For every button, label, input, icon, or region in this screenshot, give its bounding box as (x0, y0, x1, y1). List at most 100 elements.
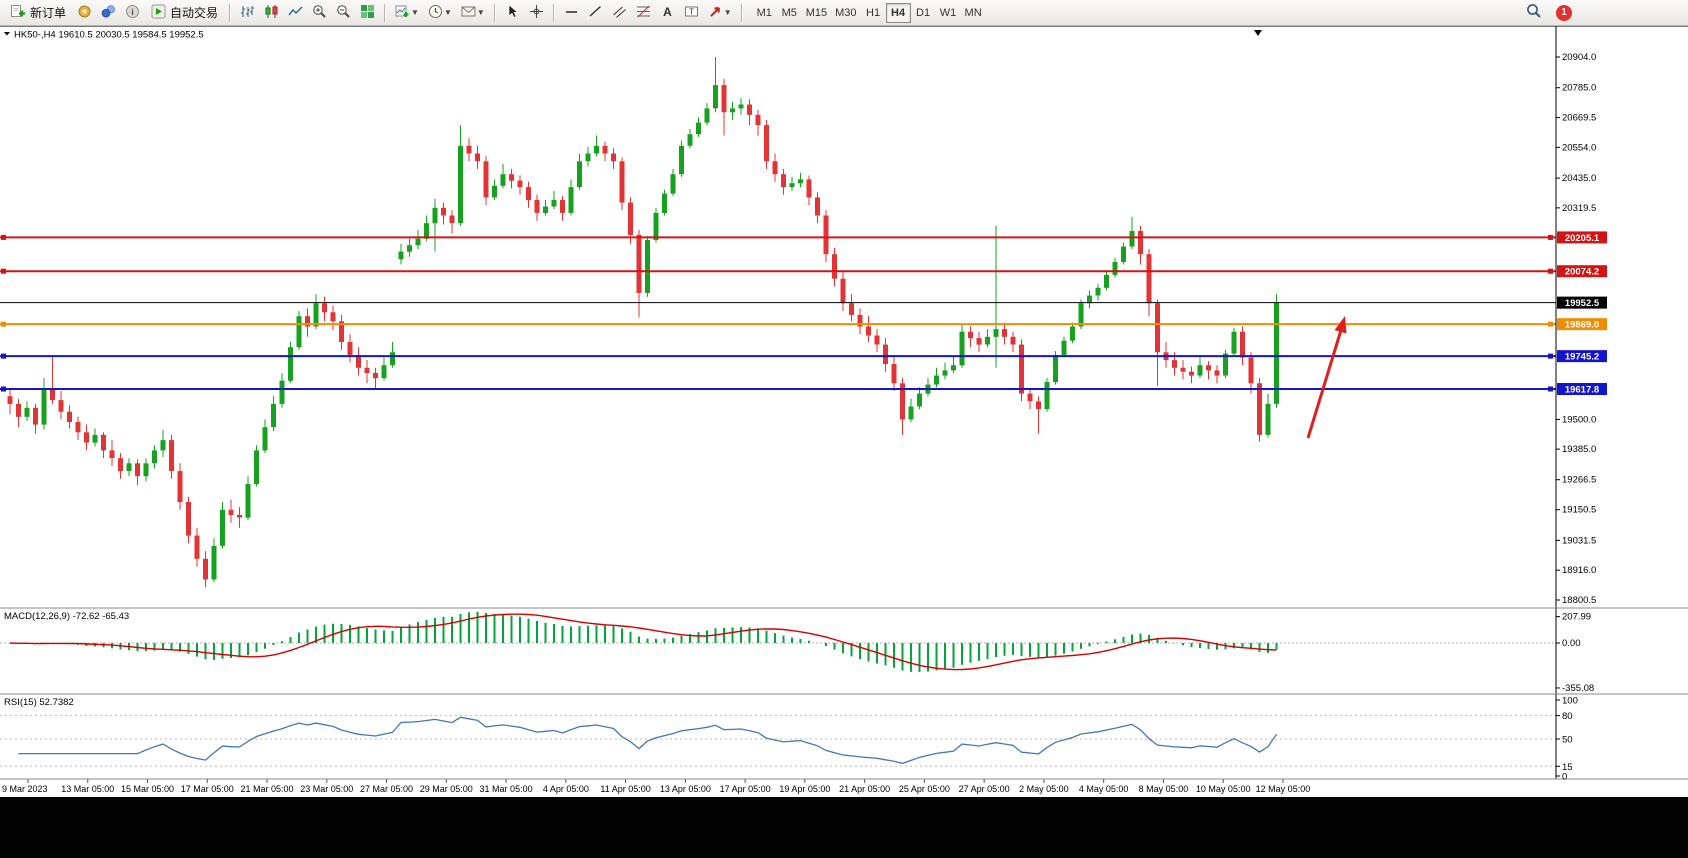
toolbar-right: 1 (1526, 3, 1572, 22)
zoom-in-icon (312, 4, 327, 22)
trend-arrow-annotation[interactable] (1306, 316, 1347, 439)
trendline-button[interactable] (584, 2, 607, 24)
period-dropdown[interactable]: ▼ (424, 2, 456, 24)
price-label-text: 19745.2 (1565, 352, 1599, 363)
fibonacci-button[interactable] (632, 2, 655, 24)
arrows-dropdown[interactable]: ▼ (704, 2, 736, 24)
timeframe-M5[interactable]: M5 (777, 3, 802, 23)
timeframe-D1[interactable]: D1 (911, 3, 936, 23)
rsi-scale-tick: 0 (1562, 772, 1567, 783)
line-chart-button[interactable] (284, 2, 307, 24)
line-handle[interactable] (1548, 268, 1553, 274)
price-label-box (1557, 318, 1607, 331)
new-order-label: 新订单 (30, 6, 67, 20)
candle-body (670, 174, 676, 194)
candle-body (968, 331, 973, 339)
rsi-scale-tick: 100 (1562, 696, 1578, 707)
line-handle[interactable] (1548, 386, 1553, 392)
candle-body (815, 197, 820, 216)
symbol-menu-triangle-icon[interactable] (4, 32, 10, 36)
text-button[interactable]: A (656, 2, 679, 24)
candle-body (900, 383, 905, 420)
candle-body (1019, 344, 1024, 394)
line-handle[interactable] (1548, 234, 1553, 240)
candle-body (373, 373, 378, 379)
candle-body (1036, 401, 1041, 410)
candle-body (840, 278, 846, 304)
new-order-button[interactable]: 新订单 (4, 2, 72, 24)
candle-body (679, 145, 684, 175)
candle-body (288, 347, 293, 381)
cursor-button[interactable] (501, 2, 524, 24)
timeframe-M1[interactable]: M1 (752, 3, 777, 23)
time-axis-label: 8 May 05:00 (1139, 784, 1189, 794)
rsi-scale-tick: 80 (1562, 711, 1573, 722)
line-handle[interactable] (1, 353, 6, 359)
timeframe-M30[interactable]: M30 (831, 3, 860, 23)
crosshair-button[interactable] (525, 2, 548, 24)
text-label-button[interactable]: T (680, 2, 703, 24)
line-handle[interactable] (1, 268, 6, 274)
horizontal-line-button[interactable] (560, 2, 583, 24)
templates-dropdown[interactable]: ▼ (457, 2, 489, 24)
search-icon[interactable] (1526, 3, 1542, 22)
line-handle[interactable] (1548, 321, 1553, 327)
line-handle[interactable] (1, 386, 6, 392)
price-axis-tick: 20785.0 (1562, 83, 1596, 94)
candle-body (1027, 393, 1033, 402)
candle-body (118, 458, 123, 472)
candle-body (356, 354, 361, 368)
rsi-line (18, 716, 1278, 765)
candle-body (942, 370, 948, 376)
timeframe-W1[interactable]: W1 (936, 3, 961, 23)
time-axis-label: 9 Mar 2023 (2, 784, 48, 794)
candle-body (449, 215, 455, 224)
timeframe-H4[interactable]: H4 (885, 2, 911, 23)
tile-windows-button[interactable] (356, 2, 379, 24)
candle-body (883, 344, 888, 364)
candle-body (806, 179, 812, 198)
candle-body (509, 174, 514, 181)
price-label-text: 20074.2 (1565, 267, 1599, 278)
toolbar-separator (493, 3, 496, 22)
new-chart-dropdown[interactable]: ▼ (391, 2, 423, 24)
candle-body (24, 407, 30, 417)
line-handle[interactable] (1, 234, 6, 240)
price-axis-tick: 19266.5 (1562, 475, 1596, 486)
line-handle[interactable] (1548, 353, 1553, 359)
svg-text:T: T (689, 7, 694, 16)
time-axis-label: 13 Mar 05:00 (61, 784, 114, 794)
chart-shift-marker[interactable] (1254, 30, 1262, 36)
notification-badge[interactable]: 1 (1556, 4, 1572, 21)
candle-body (823, 215, 829, 255)
rsi-scale-tick: 50 (1562, 735, 1573, 746)
time-axis-label: 27 Mar 05:00 (360, 784, 413, 794)
timeframe-H1[interactable]: H1 (861, 3, 886, 23)
line-handle[interactable] (1, 321, 6, 327)
equidistant-channel-button[interactable] (608, 2, 631, 24)
text-label-icon: T (684, 4, 699, 22)
candlestick-chart-button[interactable] (260, 2, 283, 24)
timeframe-M15[interactable]: M15 (802, 3, 831, 23)
candle-body (985, 336, 990, 345)
metaeditor-button[interactable] (73, 2, 96, 24)
candle-body (866, 326, 871, 336)
chart-surface[interactable]: HK50-,H4 19610.5 20030.5 19584.5 19952.5… (0, 26, 1688, 797)
candle-body (832, 254, 837, 279)
bar-chart-button[interactable] (236, 2, 259, 24)
chevron-down-icon: ▼ (411, 7, 419, 17)
price-axis-tick: 18916.0 (1562, 565, 1596, 576)
price-axis-tick: 20319.5 (1562, 203, 1596, 214)
svg-text:i: i (131, 7, 134, 17)
candle-body (747, 104, 752, 115)
candle-body (203, 558, 208, 580)
zoom-in-button[interactable] (308, 2, 331, 24)
chevron-down-icon: ▼ (723, 7, 732, 17)
navigator-button[interactable] (97, 2, 120, 24)
timeframe-MN[interactable]: MN (961, 3, 986, 23)
zoom-out-button[interactable] (332, 2, 355, 24)
autotrading-button[interactable]: 自动交易 (145, 2, 224, 24)
chart-header-ohlc: HK50-,H4 19610.5 20030.5 19584.5 19952.5 (14, 30, 204, 41)
info-button[interactable]: i (121, 2, 144, 24)
